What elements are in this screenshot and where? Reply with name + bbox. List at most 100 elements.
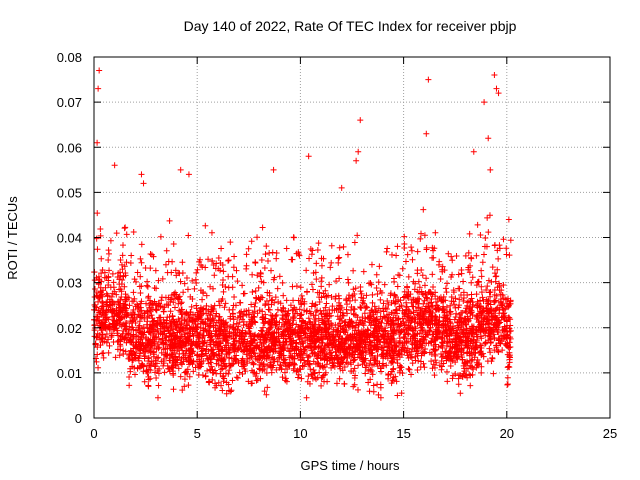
data-point <box>487 166 494 173</box>
data-point <box>281 369 288 376</box>
data-point <box>280 339 287 346</box>
data-point <box>225 370 232 377</box>
data-point <box>184 366 191 373</box>
data-point <box>392 373 399 380</box>
data-point <box>265 257 272 264</box>
data-point <box>94 293 101 300</box>
data-point <box>367 314 374 321</box>
data-point <box>314 247 321 254</box>
data-point <box>408 244 415 251</box>
data-point <box>141 310 148 317</box>
data-point <box>130 307 137 314</box>
data-point <box>343 345 350 352</box>
data-point <box>263 243 270 250</box>
data-point <box>259 308 266 315</box>
data-point <box>260 324 267 331</box>
data-point <box>477 304 484 311</box>
data-point <box>498 302 505 309</box>
data-point <box>499 347 506 354</box>
data-point <box>226 328 233 335</box>
data-point <box>179 259 186 266</box>
data-point <box>479 294 486 301</box>
data-point <box>340 355 347 362</box>
data-point <box>206 366 213 373</box>
data-point <box>328 293 335 300</box>
data-point <box>395 316 402 323</box>
data-point <box>478 344 485 351</box>
data-point <box>506 252 513 259</box>
data-point <box>298 375 305 382</box>
data-point <box>272 322 279 329</box>
data-point <box>142 264 149 271</box>
data-point <box>177 328 184 335</box>
data-point <box>439 318 446 325</box>
data-point <box>305 315 312 322</box>
data-point <box>273 321 280 328</box>
data-point <box>318 274 325 281</box>
data-point <box>229 310 236 317</box>
y-tick-label: 0.04 <box>57 231 82 246</box>
data-point <box>495 255 502 262</box>
data-point <box>348 318 355 325</box>
data-point <box>384 245 391 252</box>
data-point <box>328 242 335 249</box>
data-point <box>388 318 395 325</box>
data-point <box>468 345 475 352</box>
data-point <box>315 240 322 247</box>
data-point <box>126 352 133 359</box>
data-point <box>449 372 456 379</box>
data-point <box>481 99 488 106</box>
data-point <box>252 373 259 380</box>
data-point <box>466 352 473 359</box>
data-point <box>154 341 161 348</box>
data-point <box>436 295 443 302</box>
data-point <box>185 358 192 365</box>
data-point <box>193 325 200 332</box>
data-point <box>196 343 203 350</box>
data-point <box>484 214 491 221</box>
data-point <box>161 369 168 376</box>
data-point <box>436 258 443 265</box>
data-point <box>264 384 271 391</box>
data-point <box>460 278 467 285</box>
data-point <box>467 315 474 322</box>
data-point <box>115 337 122 344</box>
data-point <box>185 171 192 178</box>
data-point <box>401 309 408 316</box>
data-point <box>491 335 498 342</box>
data-point <box>177 373 184 380</box>
data-point <box>251 350 258 357</box>
data-point <box>352 348 359 355</box>
data-point <box>223 362 230 369</box>
data-point <box>145 366 152 373</box>
data-point <box>130 345 137 352</box>
data-point <box>201 337 208 344</box>
data-point <box>472 350 479 357</box>
data-point <box>233 320 240 327</box>
data-point <box>440 314 447 321</box>
data-point <box>355 148 362 155</box>
data-point <box>392 307 399 314</box>
data-point <box>362 355 369 362</box>
data-point <box>462 252 469 259</box>
data-point <box>170 299 177 306</box>
data-point <box>439 307 446 314</box>
data-point <box>358 337 365 344</box>
data-point <box>448 253 455 260</box>
data-point <box>298 328 305 335</box>
data-point <box>95 298 102 305</box>
data-point <box>266 306 273 313</box>
data-point <box>219 373 226 380</box>
data-point <box>131 371 138 378</box>
data-point <box>264 289 271 296</box>
data-point <box>417 235 424 242</box>
data-point <box>374 341 381 348</box>
data-point <box>297 351 304 358</box>
data-point <box>183 324 190 331</box>
data-point <box>287 330 294 337</box>
data-point <box>378 319 385 326</box>
data-point <box>202 318 209 325</box>
data-point <box>267 332 274 339</box>
data-point <box>207 341 214 348</box>
data-point <box>300 363 307 370</box>
